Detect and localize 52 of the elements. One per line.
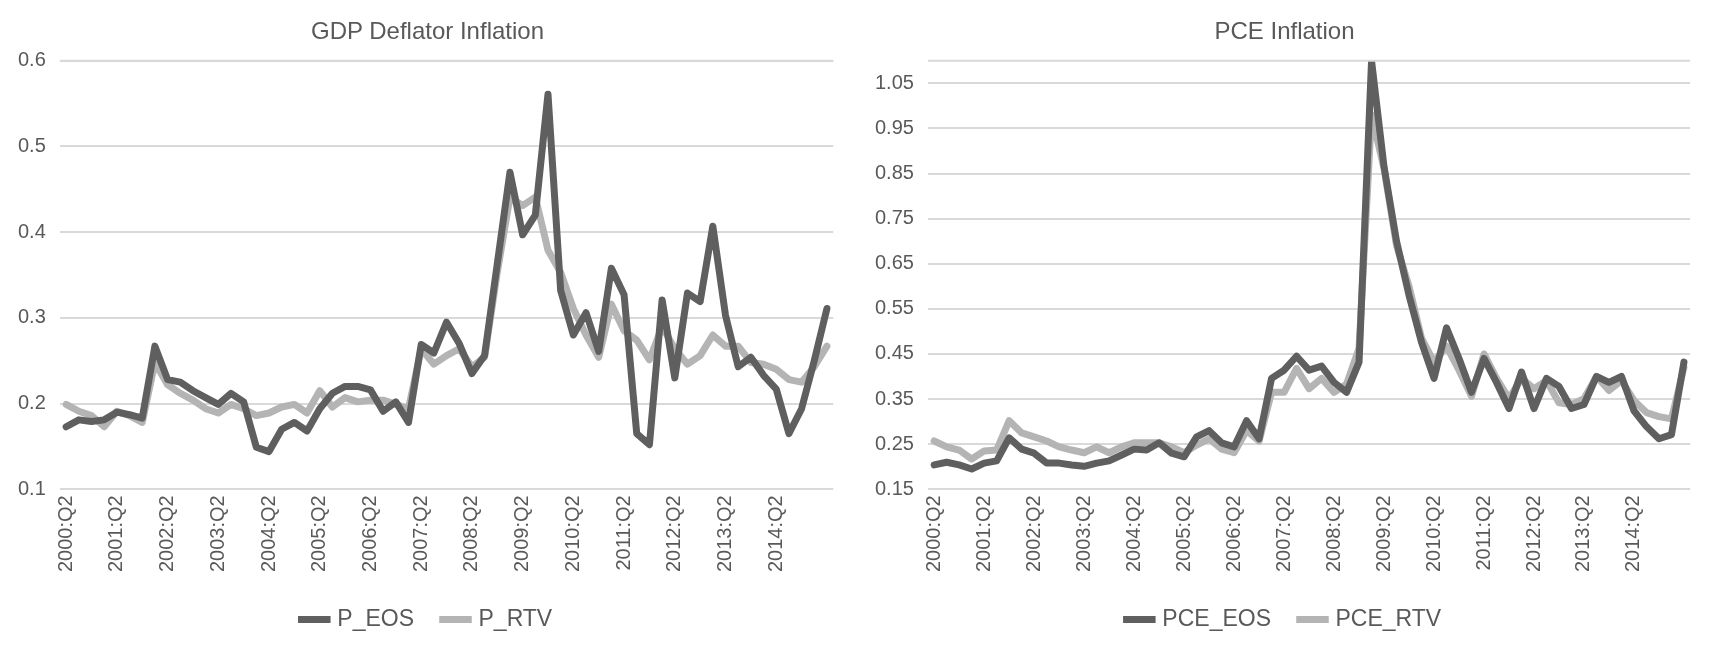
y-tick-label: 0.5 xyxy=(17,134,46,157)
x-tick-label: 2008:Q2 xyxy=(1321,495,1344,573)
y-tick-label: 0.4 xyxy=(17,219,46,242)
y-tick-label: 0.65 xyxy=(874,251,914,274)
x-tick-label: 2000:Q2 xyxy=(921,495,944,573)
x-tick-label: 2009:Q2 xyxy=(1371,495,1394,573)
x-tick-label: 2002:Q2 xyxy=(1021,495,1044,573)
x-tick-label: 2007:Q2 xyxy=(1271,495,1294,573)
y-tick-label: 0.3 xyxy=(17,305,46,328)
chart-title: PCE Inflation xyxy=(1214,17,1355,45)
chart-title: GDP Deflator Inflation xyxy=(310,17,545,45)
x-tick-label: 2006:Q2 xyxy=(1221,495,1244,573)
x-tick-label: 2005:Q2 xyxy=(307,495,330,573)
x-tick-label: 2007:Q2 xyxy=(408,495,431,573)
x-tick-label: 2011:Q2 xyxy=(611,495,634,571)
y-tick-label: 0.2 xyxy=(17,391,46,414)
legend-label: PCE_EOS xyxy=(1162,604,1271,631)
y-tick-label: 0.15 xyxy=(874,476,914,499)
x-tick-label: 2003:Q2 xyxy=(205,495,228,573)
y-tick-label: 0.55 xyxy=(874,296,914,319)
y-tick-label: 0.25 xyxy=(874,431,914,454)
x-tick-label: 2014:Q2 xyxy=(763,495,786,573)
y-tick-label: 0.85 xyxy=(874,161,914,184)
x-tick-label: 2013:Q2 xyxy=(1571,495,1594,573)
x-tick-label: 2004:Q2 xyxy=(1121,495,1144,573)
y-tick-label: 0.75 xyxy=(874,206,914,229)
x-tick-label: 2004:Q2 xyxy=(256,495,279,573)
x-tick-label: 2013:Q2 xyxy=(713,495,736,573)
y-tick-label: 1.05 xyxy=(874,70,914,93)
legend-label: PCE_RTV xyxy=(1335,604,1442,631)
x-tick-label: 2009:Q2 xyxy=(510,495,533,573)
x-tick-label: 2012:Q2 xyxy=(1521,495,1544,573)
x-tick-label: 2008:Q2 xyxy=(459,495,482,573)
x-tick-label: 2005:Q2 xyxy=(1171,495,1194,573)
x-tick-label: 2000:Q2 xyxy=(53,495,76,573)
legend-label: P_RTV xyxy=(478,604,553,631)
x-tick-label: 2002:Q2 xyxy=(155,495,178,573)
x-tick-label: 2014:Q2 xyxy=(1621,495,1644,573)
x-tick-label: 2010:Q2 xyxy=(1421,495,1444,573)
x-tick-label: 2006:Q2 xyxy=(357,495,380,573)
y-tick-label: 0.45 xyxy=(874,341,914,364)
x-tick-label: 2010:Q2 xyxy=(560,495,583,573)
x-tick-label: 2012:Q2 xyxy=(662,495,685,573)
y-tick-label: 0.1 xyxy=(17,476,46,499)
y-tick-label: 0.6 xyxy=(17,48,46,71)
x-tick-label: 2001:Q2 xyxy=(104,495,127,573)
x-tick-label: 2011:Q2 xyxy=(1471,495,1494,571)
x-tick-label: 2001:Q2 xyxy=(971,495,994,573)
y-tick-label: 0.35 xyxy=(874,386,914,409)
x-tick-label: 2003:Q2 xyxy=(1071,495,1094,573)
y-tick-label: 0.95 xyxy=(874,115,914,138)
legend-label: P_EOS xyxy=(337,604,415,631)
